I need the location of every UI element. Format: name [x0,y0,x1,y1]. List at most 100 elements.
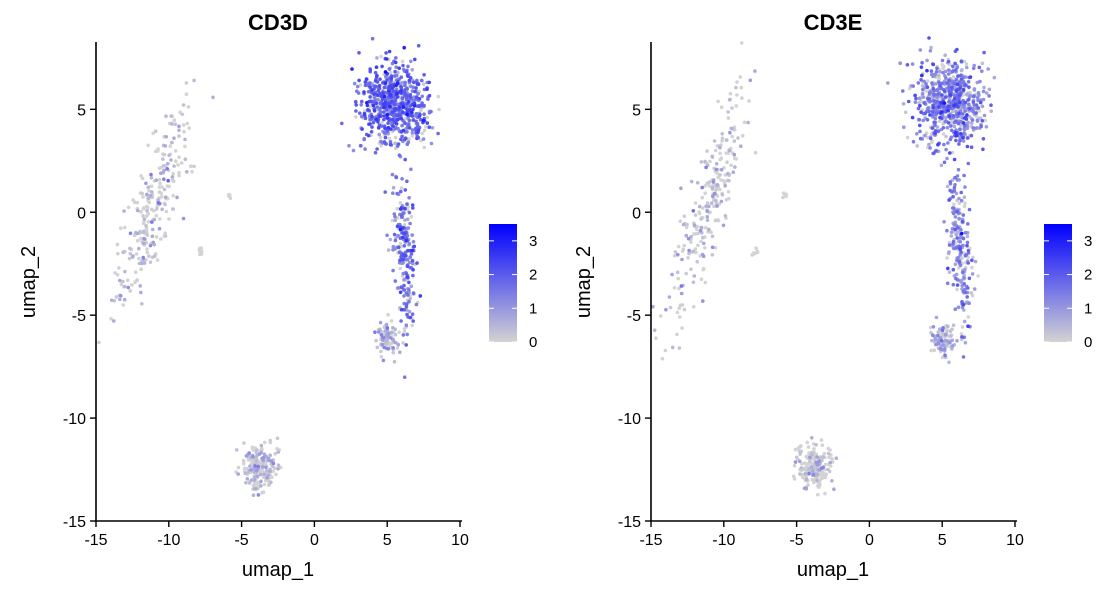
scatter-point [951,267,956,272]
scatter-point [400,285,404,290]
scatter-point [946,141,950,145]
scatter-point [928,49,933,53]
scatter-point [802,466,807,471]
scatter-point [954,109,958,114]
scatter-point [818,483,822,487]
scatter-point [963,268,967,272]
scatter-point [386,248,391,252]
scatter-point [154,235,159,239]
scatter-point [405,112,409,117]
scatter-point [259,484,263,488]
scatter-point [411,206,415,210]
scatter-point [976,98,980,103]
scatter-point [954,133,959,138]
scatter-point [952,103,956,108]
scatter-point [418,117,423,122]
scatter-point [692,232,696,236]
scatter-point [794,455,799,460]
scatter-point [946,324,950,329]
scatter-point [739,144,743,148]
scatter-point [400,96,405,101]
scatter-point [826,451,831,456]
scatter-point [712,191,717,196]
scatter-point [170,140,174,145]
scatter-point [422,128,427,133]
scatter-point [425,115,430,120]
scatter-point [262,452,267,457]
scatter-point [402,277,407,282]
scatter-point [399,75,404,79]
scatter-point [123,225,127,230]
scatter-point [169,121,174,126]
scatter-point [944,115,948,120]
scatter-point [395,191,400,196]
scatter-point [951,69,955,73]
scatter-point [910,115,915,120]
scatter-point [378,77,382,81]
scatter-point [703,159,707,164]
scatter-point [918,103,922,108]
scatter-point [135,208,140,213]
y-tick-label: -10 [618,411,641,428]
scatter-point [397,250,402,255]
scatter-point [947,78,951,83]
scatter-point [805,463,810,468]
scatter-point [275,436,280,441]
scatter-point [967,207,972,212]
scatter-point [369,130,374,134]
scatter-point [398,258,402,263]
scatter-point [394,122,399,126]
scatter-point [981,89,986,94]
scatter-point [966,222,970,226]
scatter-point [697,204,702,209]
scatter-point [271,469,275,474]
scatter-point [189,164,193,168]
scatter-point [407,118,412,123]
scatter-point [410,128,415,132]
scatter-point [699,217,703,221]
scatter-point [398,189,403,194]
scatter-point [384,57,389,61]
scatter-point [679,291,684,296]
color-legend: 0 1 2 3 [489,224,537,351]
scatter-point [159,195,164,199]
scatter-point [928,91,932,95]
scatter-point [390,83,395,88]
scatter-point [975,95,980,100]
scatter-point [404,343,409,347]
scatter-point [968,94,972,99]
scatter-point [944,76,948,80]
scatter-point [351,148,356,153]
scatter-point [981,147,985,152]
scatter-point [417,97,422,101]
scatter-point [130,255,135,259]
scatter-point [967,97,971,102]
scatter-point [970,258,974,263]
scatter-point [958,127,962,132]
scatter-point [402,253,407,258]
scatter-point [152,254,157,258]
scatter-point [947,243,952,247]
scatter-point [382,325,387,330]
scatter-point [396,233,400,238]
scatter-point [173,122,178,127]
scatter-point [938,327,942,331]
scatter-point [956,74,960,78]
scatter-point [383,190,388,194]
scatter-point [949,128,954,133]
scatter-point [375,56,379,60]
scatter-point [939,163,944,168]
scatter-point [962,131,966,136]
scatter-point [399,137,403,142]
scatter-point [398,266,403,271]
scatter-point [681,222,686,227]
scatter-point [970,293,975,298]
scatter-point [734,104,739,108]
scatter-point [411,85,415,89]
scatter-point [374,101,379,106]
scatter-point [701,235,705,240]
scatter-point [962,173,966,178]
scatter-point [958,263,963,268]
scatter-point [115,273,120,277]
scatter-point [705,201,710,205]
